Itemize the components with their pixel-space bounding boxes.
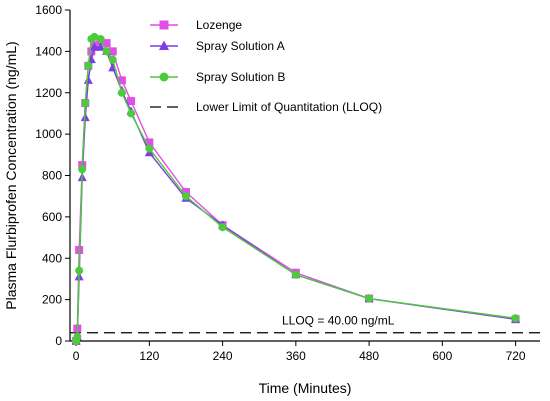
y-tick-label: 400 <box>42 251 62 265</box>
spray-b-point <box>291 270 300 279</box>
spray-b-point <box>75 266 84 275</box>
spray-b-point <box>511 314 520 323</box>
x-tick-label: 360 <box>286 349 306 363</box>
spray-b-point <box>218 223 227 232</box>
x-tick-label: 240 <box>213 349 233 363</box>
spray-b-point <box>181 192 190 201</box>
legend-item: Lower Limit of Quantitation (LLOQ) <box>150 100 382 114</box>
lozenge-point <box>108 47 117 56</box>
x-axis-title: Time (Minutes) <box>259 380 352 396</box>
series-line <box>75 40 516 342</box>
lozenge-point <box>117 76 126 85</box>
y-tick-label: 0 <box>55 334 62 348</box>
x-tick-label: 600 <box>432 349 452 363</box>
series-line <box>75 36 516 342</box>
spray-b-point <box>145 144 154 153</box>
y-tick-label: 800 <box>42 169 62 183</box>
spray-b-point <box>84 61 93 70</box>
x-tick-label: 720 <box>506 349 526 363</box>
spray-b-point <box>81 99 90 108</box>
legend-label: Lower Limit of Quantitation (LLOQ) <box>196 100 382 114</box>
legend: Lozenge Spray Solution A Spray Solution B L… <box>150 18 382 114</box>
spray-a-point <box>96 42 106 51</box>
spray-b-point <box>73 332 82 341</box>
y-tick-label: 1600 <box>35 3 62 17</box>
lozenge-point <box>159 20 169 30</box>
legend-label: Spray Solution B <box>196 70 285 84</box>
x-tick-label: 120 <box>139 349 159 363</box>
axes-layer: 0 120 240 360 480 600 720 0 200 400 600 800 1000 1200… <box>35 3 540 363</box>
y-tick-label: 1000 <box>35 127 62 141</box>
series-0 <box>72 37 520 345</box>
spray-a-point <box>159 40 169 50</box>
spray-b-point <box>117 88 126 97</box>
spray-b-point <box>365 294 374 303</box>
series-1 <box>71 42 521 345</box>
spray-b-point <box>159 72 169 82</box>
lozenge-point <box>181 188 190 197</box>
lozenge-point <box>87 47 96 56</box>
y-axis-title: Plasma Flurbiprofen Concentration (ng/mL… <box>3 41 19 309</box>
legend-item: Spray Solution A <box>150 39 285 53</box>
spray-a-point <box>89 42 99 51</box>
series-2 <box>72 32 520 345</box>
x-tick-label: 0 <box>73 349 80 363</box>
spray-b-point <box>78 165 87 174</box>
y-tick-label: 200 <box>42 293 62 307</box>
y-tick-label: 1200 <box>35 86 62 100</box>
legend-label: Lozenge <box>196 18 242 32</box>
legend-item: Lozenge <box>150 18 242 32</box>
spray-b-point <box>127 109 136 118</box>
legend-item: Spray Solution B <box>150 70 285 84</box>
spray-b-point <box>96 34 105 43</box>
spray-a-point <box>83 75 93 84</box>
series-line <box>75 46 516 342</box>
spray-b-point <box>102 47 111 56</box>
y-tick-label: 1400 <box>35 44 62 58</box>
lozenge-point <box>145 138 154 147</box>
lloq-annotation: LLOQ = 40.00 ng/mL <box>282 314 395 328</box>
lozenge-point <box>102 39 111 48</box>
lozenge-point <box>127 97 136 106</box>
spray-b-point <box>90 32 99 41</box>
series-layer <box>71 32 521 345</box>
spray-b-point <box>108 55 117 64</box>
y-tick-label: 600 <box>42 210 62 224</box>
legend-label: Spray Solution A <box>196 39 285 53</box>
x-tick-label: 480 <box>359 349 379 363</box>
